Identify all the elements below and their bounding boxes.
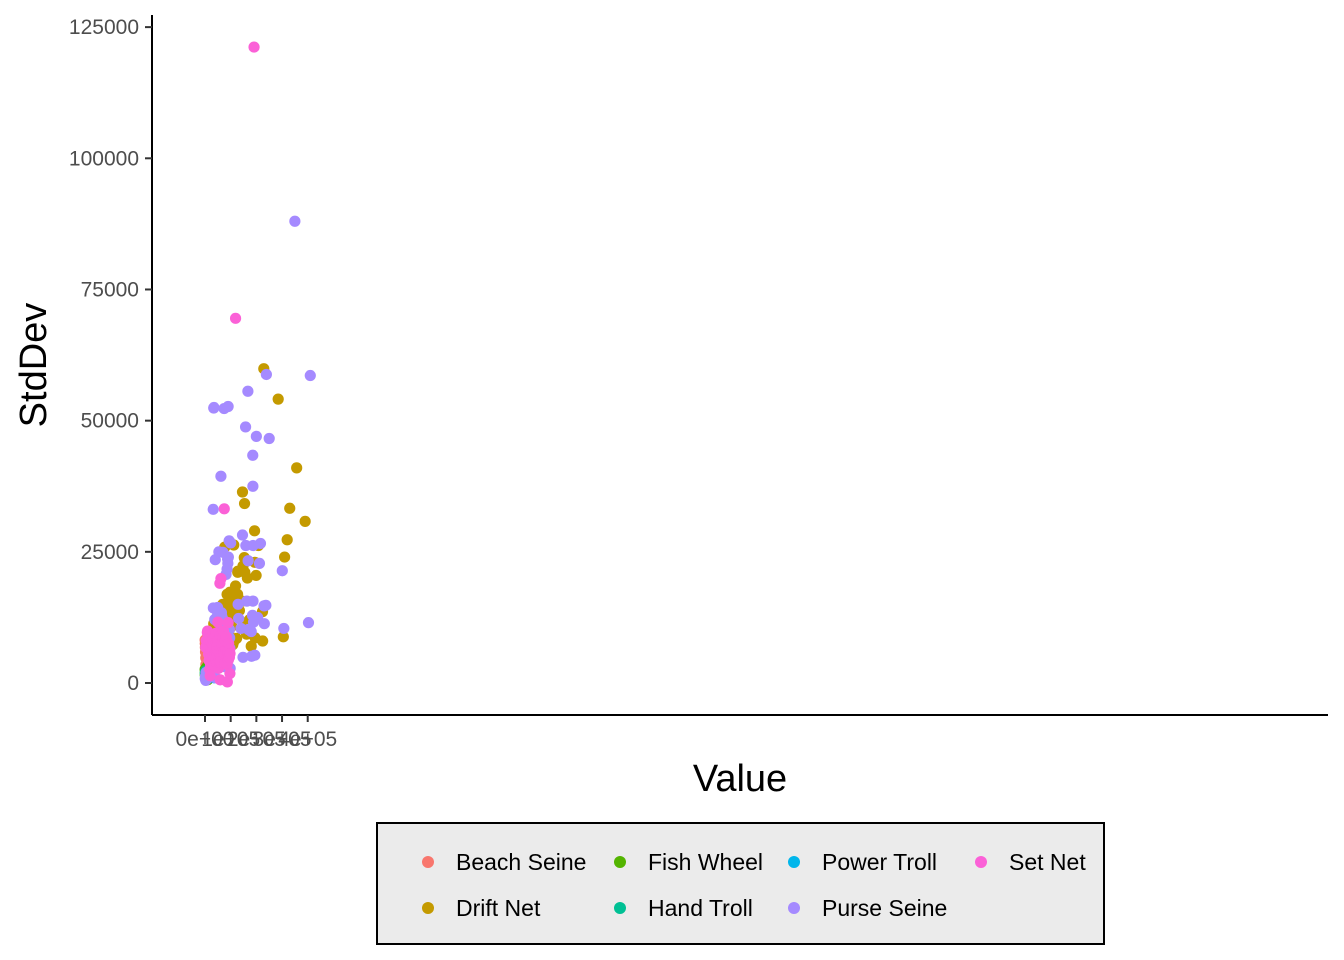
legend-label-set-net: Set Net	[1009, 849, 1086, 875]
point-set-net	[215, 572, 227, 585]
legend-label-drift-net: Drift Net	[456, 895, 541, 921]
point-set-net	[221, 676, 233, 688]
point-purse-seine	[232, 598, 244, 610]
point-purse-seine	[207, 503, 219, 515]
point-purse-seine	[215, 470, 227, 482]
point-set-net	[204, 670, 216, 682]
point-drift-net	[229, 580, 242, 592]
point-purse-seine	[302, 617, 315, 629]
point-purse-seine	[242, 385, 254, 397]
point-purse-seine	[254, 537, 267, 550]
point-drift-net	[245, 640, 257, 652]
x-tick-label: 4e+05	[278, 728, 337, 751]
point-drift-net	[284, 502, 296, 514]
legend-label-power-troll: Power Troll	[822, 849, 937, 875]
point-purse-seine	[258, 618, 270, 630]
y-tick-label: 0	[127, 672, 139, 695]
point-purse-seine	[236, 529, 249, 541]
legend-key-purse-seine	[788, 902, 800, 914]
legend-key-beach-seine	[422, 856, 434, 868]
point-purse-seine	[247, 449, 259, 461]
point-set-net	[229, 312, 242, 324]
y-tick-label: 75000	[81, 278, 139, 301]
legend-key-set-net	[975, 856, 987, 868]
y-tick-label: 100000	[69, 147, 139, 170]
legend-box	[376, 822, 1105, 945]
y-axis-title: StdDev	[13, 303, 55, 428]
point-drift-net	[281, 534, 293, 546]
legend-label-purse-seine: Purse Seine	[822, 895, 947, 921]
point-drift-net	[279, 551, 291, 563]
point-set-net	[218, 503, 230, 515]
point-purse-seine	[225, 537, 237, 549]
point-purse-seine	[289, 215, 301, 227]
point-drift-net	[299, 515, 311, 527]
legend-items: Beach Seine Drift Net Fish Wheel Hand Troll…	[422, 849, 1086, 921]
legend-label-hand-troll: Hand Troll	[648, 895, 753, 921]
point-purse-seine	[242, 555, 254, 567]
point-purse-seine	[250, 430, 262, 442]
point-drift-net	[241, 572, 253, 584]
point-purse-seine	[260, 599, 272, 611]
point-drift-net	[238, 497, 251, 510]
point-purse-seine	[247, 480, 259, 492]
point-drift-net	[277, 631, 289, 643]
point-drift-net	[291, 462, 303, 474]
point-drift-net	[248, 525, 261, 537]
y-tick-label: 50000	[81, 410, 139, 433]
point-purse-seine	[222, 400, 234, 413]
point-purse-seine	[304, 369, 316, 382]
legend-label-beach-seine: Beach Seine	[456, 849, 586, 875]
x-tick-label: 3e+05	[253, 728, 312, 751]
point-purse-seine	[276, 565, 288, 577]
point-purse-seine	[249, 649, 261, 661]
point-set-net	[212, 616, 224, 628]
x-tick-label: 0e+00	[176, 728, 235, 751]
x-tick-label: 2e+05	[227, 728, 286, 751]
point-purse-seine	[247, 595, 259, 607]
legend-key-hand-troll	[614, 902, 626, 914]
legend-key-power-troll	[788, 856, 800, 868]
legend: Beach Seine Drift Net Fish Wheel Hand Troll…	[376, 822, 1105, 945]
point-purse-seine	[278, 622, 290, 635]
point-set-net	[248, 41, 260, 53]
legend-key-fish-wheel	[614, 856, 626, 868]
point-drift-net	[272, 393, 284, 405]
point-drift-net	[257, 635, 269, 647]
point-purse-seine	[237, 651, 249, 663]
point-purse-seine	[239, 421, 252, 433]
point-purse-seine	[263, 432, 275, 445]
y-axis-ticks: 0 25000 50000 75000 100000 125000	[69, 16, 152, 695]
x-tick-label: 1e+05	[201, 728, 260, 751]
point-set-net	[224, 667, 236, 680]
point-purse-seine	[253, 557, 266, 569]
point-drift-net	[236, 486, 249, 498]
points-layer	[199, 41, 316, 688]
point-purse-seine	[233, 612, 245, 625]
point-purse-seine	[260, 368, 272, 381]
legend-label-fish-wheel: Fish Wheel	[648, 849, 763, 875]
y-tick-label: 125000	[69, 16, 139, 39]
legend-key-drift-net	[422, 902, 434, 914]
y-tick-label: 25000	[81, 541, 139, 564]
x-axis-title: Value	[693, 758, 787, 800]
point-purse-seine	[222, 551, 234, 563]
point-purse-seine	[208, 401, 220, 414]
point-set-net	[222, 617, 234, 629]
point-set-net	[224, 648, 236, 660]
point-drift-net	[250, 569, 262, 582]
point-purse-seine	[245, 625, 257, 638]
